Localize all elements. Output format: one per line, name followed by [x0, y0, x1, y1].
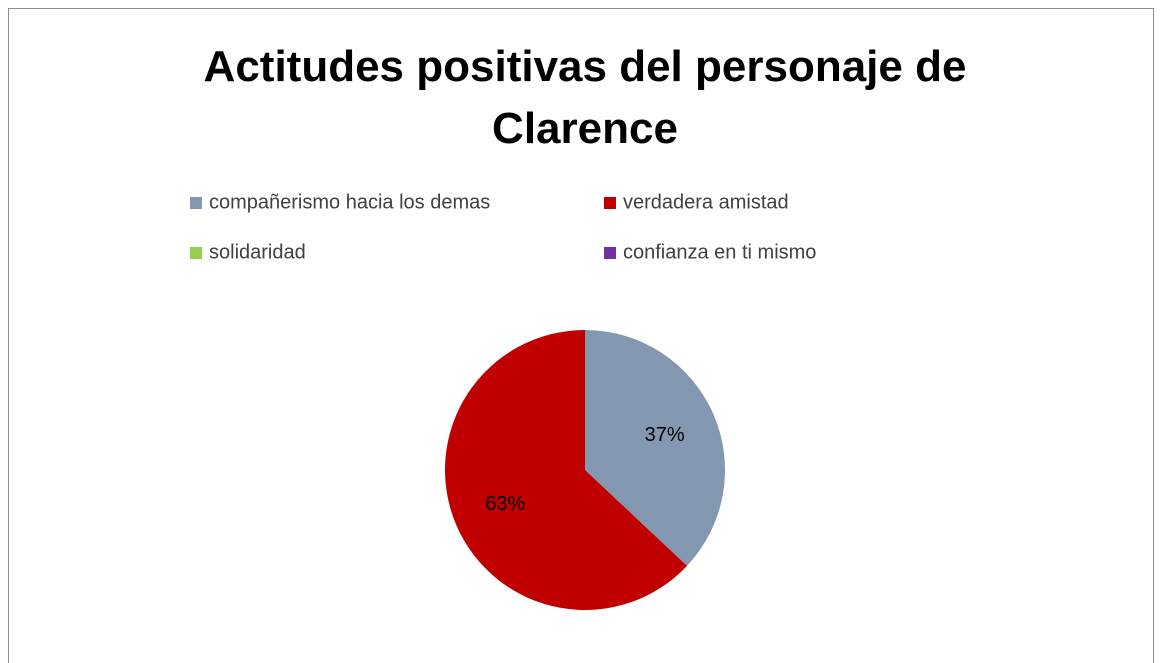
legend-label: solidaridad — [209, 241, 306, 263]
legend-swatch — [190, 197, 202, 209]
legend-label: confianza en ti mismo — [623, 241, 816, 263]
pie-slice — [585, 330, 725, 566]
pie-slice — [444, 330, 688, 610]
chart-title: Actitudes positivas del personaje de Cla… — [203, 42, 967, 153]
legend-label: verdadera amistad — [623, 191, 789, 213]
legend-swatch — [604, 247, 616, 259]
legend-swatch — [190, 247, 202, 259]
data-label: 63% — [485, 493, 525, 515]
legend-label: compañerismo hacia los demas — [209, 191, 490, 213]
legend-swatch — [604, 197, 616, 209]
data-label: 37% — [645, 424, 685, 446]
